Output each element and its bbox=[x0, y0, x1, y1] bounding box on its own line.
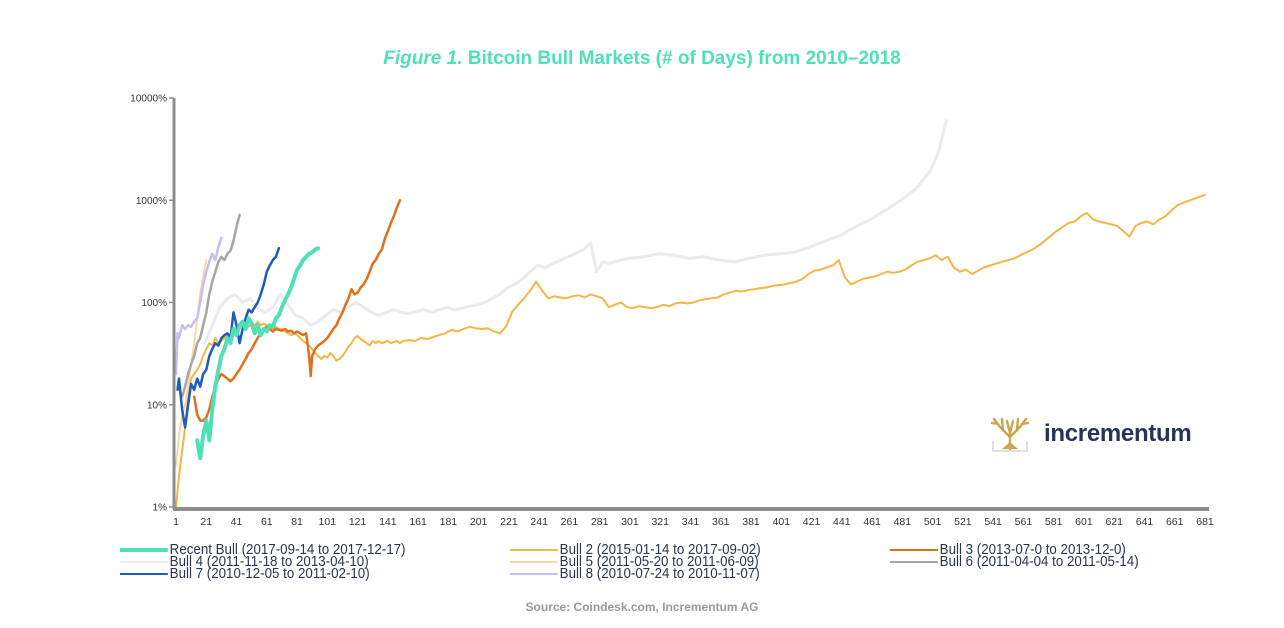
legend-label: Bull 2 (2015-01-14 to 2017-09-02) bbox=[559, 542, 761, 558]
y-tick-label: 100% bbox=[141, 298, 167, 309]
legend-swatch bbox=[510, 549, 558, 551]
legend-swatch bbox=[890, 561, 938, 563]
tree-icon bbox=[990, 417, 1030, 452]
series-line-bull-8 bbox=[174, 236, 223, 376]
y-tick-label: 10000% bbox=[130, 94, 167, 105]
legend-swatch bbox=[510, 561, 558, 563]
x-tick-label: 581 bbox=[1045, 516, 1063, 528]
series-line-bull-3 bbox=[192, 199, 402, 422]
x-tick-label: 81 bbox=[291, 516, 303, 528]
legend-label: Recent Bull (2017-09-14 to 2017-12-17) bbox=[169, 542, 406, 558]
x-tick-label: 161 bbox=[409, 516, 427, 528]
legend-item: Recent Bull (2017-09-14 to 2017-12-17) bbox=[120, 543, 406, 557]
x-tick-label: 401 bbox=[773, 516, 791, 528]
legend-label: Bull 3 (2013-07-0 to 2013-12-0) bbox=[939, 542, 1126, 558]
title-text: Bitcoin Bull Markets (# of Days) from 20… bbox=[462, 48, 901, 69]
legend-item: Bull 8 (2010-07-24 to 2010-11-07) bbox=[510, 567, 760, 581]
x-tick-label: 521 bbox=[954, 516, 972, 528]
x-tick-label: 641 bbox=[1136, 516, 1154, 528]
legend-item: Bull 5 (2011-05-20 to 2011-06-09) bbox=[510, 555, 759, 569]
legend-swatch bbox=[120, 561, 168, 563]
x-tick-label: 501 bbox=[924, 516, 942, 528]
y-tick-label: 1000% bbox=[136, 196, 167, 207]
x-tick-label: 561 bbox=[1015, 516, 1033, 528]
series-line-bull-2 bbox=[175, 193, 1206, 508]
chart-title: Figure 1. Bitcoin Bull Markets (# of Day… bbox=[0, 48, 1284, 70]
legend-label: Bull 7 (2010-12-05 to 2011-02-10) bbox=[169, 566, 370, 582]
x-tick-label: 181 bbox=[440, 516, 458, 528]
x-tick-label: 121 bbox=[349, 516, 367, 528]
x-tick-label: 281 bbox=[591, 516, 609, 528]
series-line-bull-6 bbox=[180, 213, 241, 398]
incrementum-logo: incrementum bbox=[990, 415, 1192, 453]
x-tick-label: 21 bbox=[200, 516, 212, 528]
legend-swatch bbox=[890, 549, 938, 551]
x-tick-label: 541 bbox=[984, 516, 1002, 528]
legend-swatch bbox=[120, 573, 168, 575]
x-tick-label: 141 bbox=[379, 516, 397, 528]
legend-label: Bull 6 (2011-04-04 to 2011-05-14) bbox=[939, 554, 1139, 570]
x-tick-label: 221 bbox=[500, 516, 518, 528]
series-line-bull-4 bbox=[203, 119, 948, 345]
x-tick-label: 601 bbox=[1075, 516, 1093, 528]
x-tick-label: 261 bbox=[561, 516, 579, 528]
x-tick-label: 341 bbox=[682, 516, 700, 528]
x-tick-label: 381 bbox=[742, 516, 760, 528]
x-tick-label: 101 bbox=[319, 516, 337, 528]
x-tick-label: 481 bbox=[894, 516, 912, 528]
legend-label: Bull 8 (2010-07-24 to 2010-11-07) bbox=[559, 566, 760, 582]
x-tick-label: 421 bbox=[803, 516, 821, 528]
legend-item: Bull 3 (2013-07-0 to 2013-12-0) bbox=[890, 543, 1126, 557]
x-tick-label: 241 bbox=[530, 516, 548, 528]
x-tick-label: 41 bbox=[231, 516, 243, 528]
x-tick-label: 321 bbox=[651, 516, 669, 528]
y-tick-label: 10% bbox=[147, 400, 167, 411]
legend-label: Bull 5 (2011-05-20 to 2011-06-09) bbox=[559, 554, 759, 570]
legend-item: Bull 6 (2011-04-04 to 2011-05-14) bbox=[890, 555, 1139, 569]
x-tick-label: 441 bbox=[833, 516, 851, 528]
series-line-recent-bull bbox=[195, 246, 321, 461]
x-tick-label: 661 bbox=[1166, 516, 1184, 528]
figure-label: Figure 1. bbox=[383, 48, 463, 69]
x-tick-label: 1 bbox=[173, 516, 179, 528]
x-tick-label: 621 bbox=[1105, 516, 1123, 528]
y-tick-label: 1% bbox=[153, 503, 168, 514]
legend-item: Bull 2 (2015-01-14 to 2017-09-02) bbox=[510, 543, 761, 557]
logo-text: incrementum bbox=[1044, 420, 1192, 447]
x-tick-label: 681 bbox=[1196, 516, 1214, 528]
x-tick-label: 301 bbox=[621, 516, 639, 528]
legend-swatch bbox=[120, 548, 168, 552]
legend-item: Bull 7 (2010-12-05 to 2011-02-10) bbox=[120, 567, 370, 581]
legend-item: Bull 4 (2011-11-18 to 2013-04-10) bbox=[120, 555, 369, 569]
axis-layer: 1%10%100%1000%10000%1 21 41 61 81 101 121 141 16… bbox=[130, 94, 1214, 529]
legend-swatch bbox=[510, 573, 558, 575]
x-tick-label: 461 bbox=[863, 516, 881, 528]
source-note: Source: Coindesk.com, Incrementum AG bbox=[525, 600, 759, 614]
series-layer bbox=[174, 119, 1206, 508]
series-line-bull-7 bbox=[176, 246, 281, 429]
x-tick-label: 61 bbox=[261, 516, 273, 528]
x-tick-label: 361 bbox=[712, 516, 730, 528]
x-tick-label: 201 bbox=[470, 516, 488, 528]
legend-label: Bull 4 (2011-11-18 to 2013-04-10) bbox=[169, 554, 369, 570]
